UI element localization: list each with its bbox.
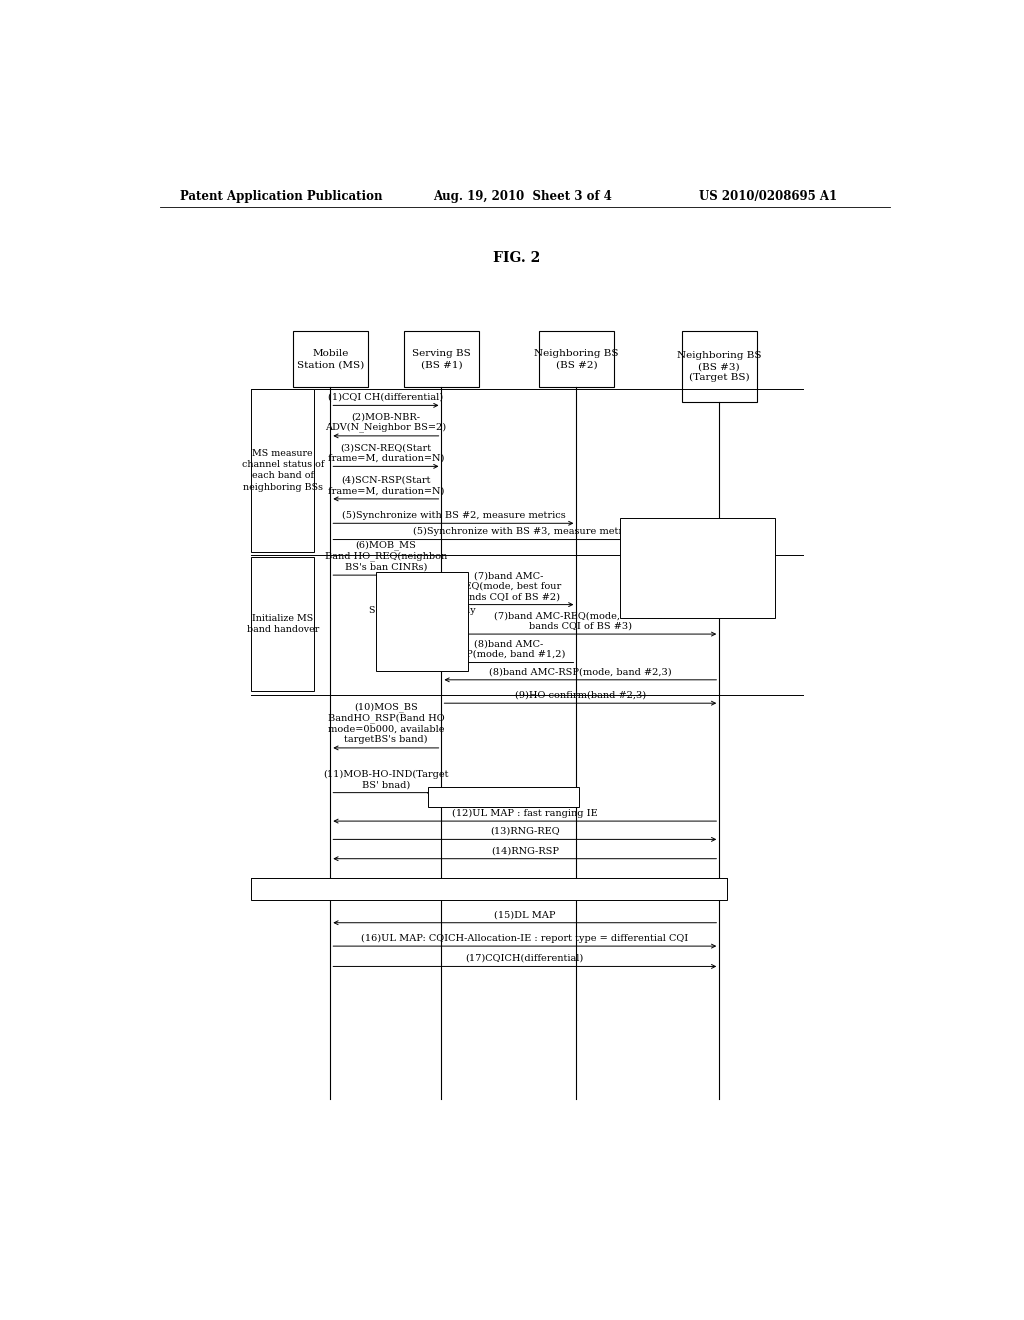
Text: (14)RNG-RSP: (14)RNG-RSP [490,846,559,855]
Bar [620,519,775,618]
Text: (8)band AMC-RSP(mode, band #2,3): (8)band AMC-RSP(mode, band #2,3) [489,667,672,676]
Text: (4)SCN-RSP(Start
frame=M, duration=N): (4)SCN-RSP(Start frame=M, duration=N) [328,477,444,495]
Bar [539,331,614,387]
Text: Patent Application Publication: Patent Application Publication [179,190,382,202]
Text: Serving BS
(BS #1): Serving BS (BS #1) [412,348,471,370]
Bar [293,331,368,387]
Text: (2)MOB-NBR-
ADV(N_Neighbor BS=2): (2)MOB-NBR- ADV(N_Neighbor BS=2) [326,412,446,433]
Text: (10)MOS_BS
BandHO_RSP(Band HO
mode=0b000, available
targetBS's band): (10)MOS_BS BandHO_RSP(Band HO mode=0b000… [328,702,444,744]
Bar [403,331,479,387]
Text: (5)Synchronize with BS #3, measure metrics: (5)Synchronize with BS #3, measure metri… [413,527,637,536]
Text: (7)band AMC-
REQ(mode, best four
bands CQI of BS #2): (7)band AMC- REQ(mode, best four bands C… [457,572,561,601]
Bar [377,572,468,671]
Text: US 2010/0208695 A1: US 2010/0208695 A1 [699,190,838,202]
Text: (13)RNG-REQ: (13)RNG-REQ [490,826,559,836]
Bar [251,557,314,690]
Text: Mobile
Station (MS): Mobile Station (MS) [297,348,364,370]
Bar [251,389,314,552]
Text: (1)CQI CH(differential): (1)CQI CH(differential) [329,393,443,401]
Text: (5)Synchronize with BS #2, measure metrics: (5)Synchronize with BS #2, measure metri… [341,511,565,520]
Text: Terminate connection with MS: Terminate connection with MS [427,792,580,801]
Text: (6)MOB_MS
Band HO_REQ(neighbon
BS's ban CINRs): (6)MOB_MS Band HO_REQ(neighbon BS's ban … [325,540,447,572]
Text: Neighboring BS
(BS #3)
(Target BS): Neighboring BS (BS #3) (Target BS) [677,351,762,383]
Text: (7)band AMC-REQ(mode, best four
bands CQI of BS #3): (7)band AMC-REQ(mode, best four bands CQ… [494,611,668,631]
Text: Neighboring BS
(BS #2): Neighboring BS (BS #2) [535,348,618,370]
Text: (16)UL MAP: CQICH-Allocation-IE : report type = differential CQI: (16)UL MAP: CQICH-Allocation-IE : report… [361,933,688,942]
Text: Establish connection with neighboring BS (BS #3): Establish connection with neighboring BS… [364,884,614,894]
Bar [428,787,579,807]
Text: (9)HO confirm(band #2,3): (9)HO confirm(band #2,3) [515,690,646,700]
Text: (11)MOB-HO-IND(Target
BS' bnad): (11)MOB-HO-IND(Target BS' bnad) [324,770,449,789]
Text: Aug. 19, 2010  Sheet 3 of 4: Aug. 19, 2010 Sheet 3 of 4 [433,190,612,202]
Text: Initialize MS
band handover: Initialize MS band handover [247,614,318,634]
Text: (15)DL MAP: (15)DL MAP [494,911,556,919]
Text: (6-1)Serving BS
determine whether to
perform band
handover upon
receiving scanni: (6-1)Serving BS determine whether to per… [647,536,748,601]
Text: Serving BS previously
notify neighboring
BS of handover: Serving BS previously notify neighboring… [369,606,475,638]
Text: FIG. 2: FIG. 2 [494,251,541,265]
Bar [251,878,727,900]
Text: (17)CQICH(differential): (17)CQICH(differential) [466,954,584,962]
Text: MS measure
channel status of
each band of
neighboring BSs: MS measure channel status of each band o… [242,449,324,491]
Text: (8)band AMC-
RSP(mode, band #1,2): (8)band AMC- RSP(mode, band #1,2) [453,640,565,659]
Text: (12)UL MAP : fast ranging IE: (12)UL MAP : fast ranging IE [452,808,598,817]
Bar [682,331,757,403]
Text: (3)SCN-REQ(Start
frame=M, duration=N): (3)SCN-REQ(Start frame=M, duration=N) [328,444,444,463]
